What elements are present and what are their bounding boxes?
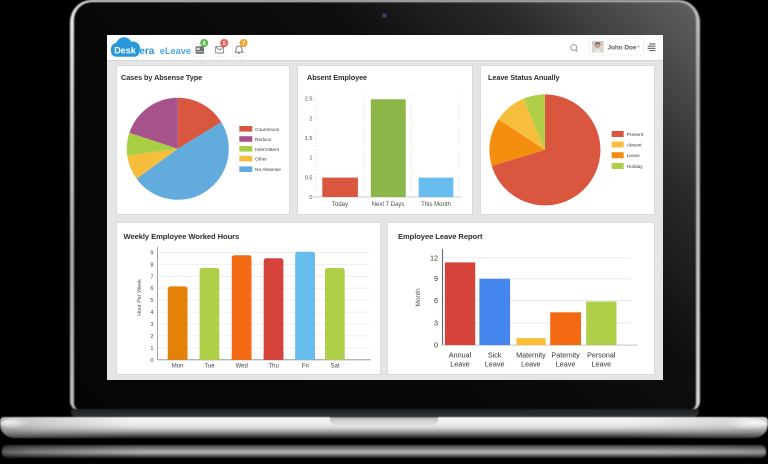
svg-text:No Absense: No Absense (255, 167, 281, 173)
svg-text:0: 0 (150, 358, 153, 364)
svg-text:Sick: Sick (488, 351, 502, 360)
svg-text:Wed: Wed (235, 364, 247, 370)
svg-text:Hour Per Week: Hour Per Week (137, 279, 143, 316)
svg-text:8: 8 (150, 262, 153, 268)
svg-text:Mon: Mon (171, 364, 183, 370)
svg-text:Fri: Fri (301, 364, 308, 370)
svg-text:1: 1 (309, 156, 312, 162)
svg-text:0.5: 0.5 (305, 175, 313, 181)
svg-text:Leave: Leave (556, 360, 576, 369)
svg-text:3: 3 (434, 319, 438, 328)
svg-text:Desk: Desk (114, 46, 137, 56)
svg-text:Sat: Sat (330, 364, 339, 370)
svg-text:Countinuos: Countinuos (255, 127, 280, 133)
svg-text:Paternity: Paternity (551, 351, 580, 360)
svg-text:Leave: Leave (592, 360, 612, 369)
svg-text:6: 6 (203, 41, 206, 47)
svg-text:Reduce: Reduce (255, 137, 272, 143)
svg-text:Personal: Personal (587, 351, 616, 360)
svg-text:1.5: 1.5 (305, 136, 313, 142)
svg-text:Maternity: Maternity (516, 351, 546, 360)
svg-text:6: 6 (434, 296, 438, 305)
svg-text:3: 3 (150, 322, 153, 328)
svg-text:2: 2 (150, 334, 153, 340)
svg-text:Leave: Leave (485, 360, 505, 369)
svg-text:Leave: Leave (627, 153, 640, 159)
svg-text:Leave: Leave (450, 360, 470, 369)
svg-text:Month: Month (415, 288, 422, 307)
svg-text:12: 12 (430, 253, 438, 262)
svg-text:Today: Today (332, 202, 348, 208)
svg-text:9: 9 (434, 274, 438, 283)
svg-text:0: 0 (434, 341, 438, 350)
svg-text:Thu: Thu (268, 364, 278, 370)
svg-text:5: 5 (150, 298, 153, 304)
svg-text:John Doe: John Doe (608, 44, 637, 51)
svg-text:6: 6 (150, 286, 153, 292)
svg-text:7: 7 (150, 274, 153, 280)
svg-text:Present: Present (627, 132, 644, 138)
svg-text:4: 4 (150, 310, 153, 316)
svg-text:Holiday: Holiday (627, 164, 644, 170)
svg-text:eLeave: eLeave (160, 46, 191, 56)
svg-text:This Month: This Month (421, 202, 451, 208)
svg-text:Absent: Absent (627, 143, 643, 149)
svg-text:Tue: Tue (204, 364, 215, 370)
svg-text:Annual: Annual (449, 351, 472, 360)
svg-text:5: 5 (223, 41, 226, 47)
svg-text:Leave: Leave (521, 360, 541, 369)
svg-text:era: era (139, 46, 154, 57)
svg-text:9: 9 (150, 250, 153, 256)
svg-text:7: 7 (242, 41, 245, 47)
svg-text:0: 0 (309, 195, 312, 201)
svg-text:1: 1 (150, 346, 153, 352)
svg-text:2: 2 (309, 116, 312, 122)
svg-text:Intermittent: Intermittent (255, 147, 280, 153)
svg-text:Next 7 Days: Next 7 Days (372, 202, 405, 208)
svg-text:Other: Other (255, 157, 267, 163)
svg-text:2.5: 2.5 (305, 97, 313, 103)
